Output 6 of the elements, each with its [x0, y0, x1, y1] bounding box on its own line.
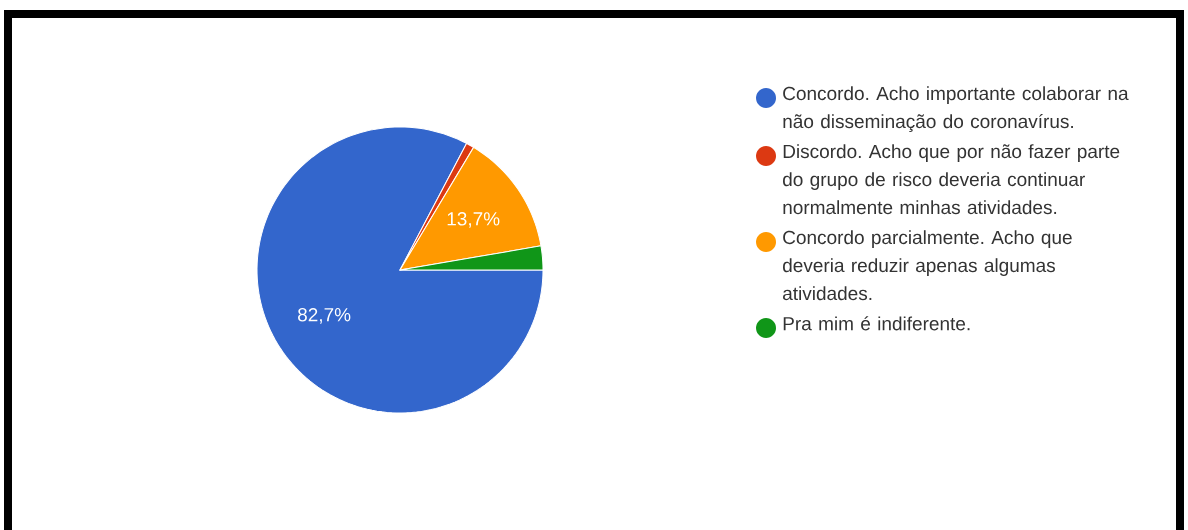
legend-label: Discordo. Acho que por não fazer parte do grupo de risco deveria continuar normalmente minhas atividades.	[783, 144, 1120, 215]
data-label: 82,7%	[298, 308, 351, 324]
legend-label: Pra mim é indiferente.	[783, 316, 970, 331]
legend-label: Concordo parcialmente. Acho que deveria reduzir apenas algumas atividades.	[783, 230, 1072, 301]
legend-label: Concordo. Acho importante colaborar na não disseminação do coronavírus.	[783, 86, 1129, 132]
data-label: 13,7%	[447, 212, 500, 228]
